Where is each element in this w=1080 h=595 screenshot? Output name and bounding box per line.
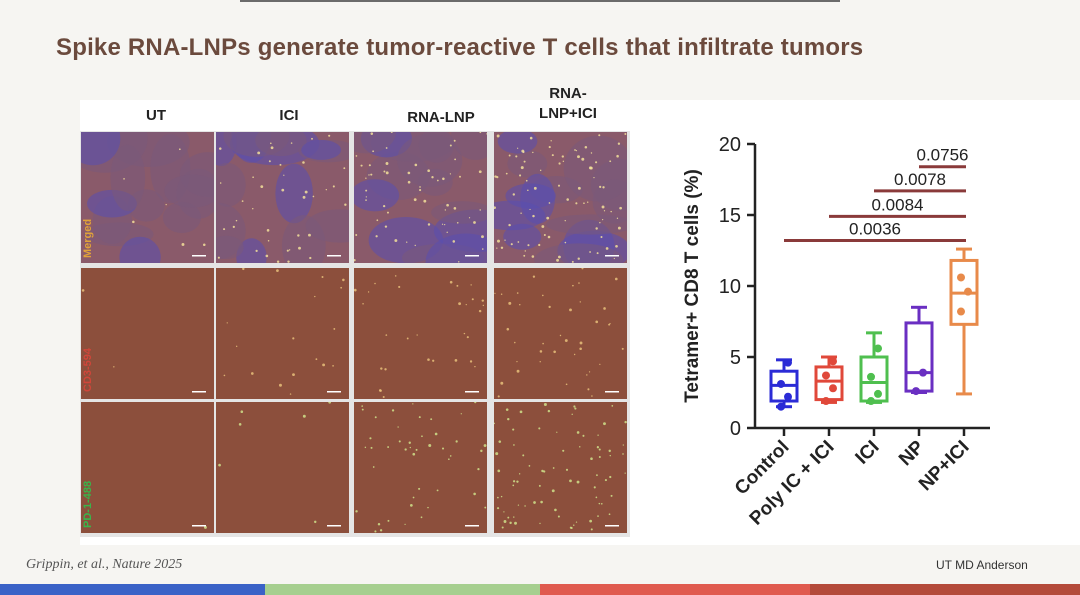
scale-bar [192, 255, 206, 257]
p-value-label: 0.0756 [917, 146, 969, 165]
y-tick-label: 5 [730, 347, 741, 369]
x-tick-label: ICI [852, 437, 884, 469]
data-point [964, 287, 972, 296]
data-point [822, 371, 830, 380]
y-tick-label: 0 [730, 418, 741, 440]
top-divider [240, 0, 840, 2]
data-point [912, 387, 920, 396]
scale-bar [327, 391, 341, 393]
scale-bar [605, 525, 619, 527]
microscopy-tile [494, 268, 627, 400]
microscopy-tile [81, 132, 214, 264]
bottom-bar-segment-red [540, 584, 810, 595]
data-point [957, 307, 965, 316]
y-axis-label: Tetramer+ CD8 T cells (%) [682, 169, 703, 403]
data-point [957, 273, 965, 282]
scale-bar [192, 391, 206, 393]
column-label-rna-lnp-ici: RNA- LNP+ICI [539, 85, 597, 122]
row-label-pd1: PD-1-488 [82, 480, 94, 528]
box [814, 365, 844, 402]
data-point [867, 397, 875, 406]
microscopy-tile [81, 402, 214, 534]
data-point [829, 384, 837, 393]
scale-bar [605, 255, 619, 257]
microscopy-tile [494, 132, 627, 264]
microscopy-tile [216, 402, 349, 534]
microscopy-tile [354, 268, 487, 400]
scale-bar [465, 525, 479, 527]
y-tick-label: 20 [719, 134, 741, 156]
data-point [822, 397, 830, 406]
data-point [829, 357, 837, 366]
column-label-ici: ICI [279, 107, 299, 124]
scale-bar [605, 391, 619, 393]
microscopy-tile [81, 268, 214, 400]
microscopy-tile [216, 132, 349, 264]
data-point [874, 344, 882, 353]
data-point [777, 379, 785, 388]
column-label-rna-lnp: RNA-LNP [407, 109, 475, 126]
bottom-bar-segment-dark [810, 584, 1080, 595]
bottom-color-bar [0, 584, 1080, 595]
x-tick-label: NP [895, 436, 929, 470]
slide-title: Spike RNA-LNPs generate tumor-reactive T… [56, 34, 864, 61]
p-value-label: 0.0078 [894, 170, 946, 189]
scale-bar [465, 255, 479, 257]
scale-bar [327, 525, 341, 527]
scale-bar [192, 525, 206, 527]
data-point [919, 368, 927, 377]
brand-label: UT MD Anderson [936, 558, 1028, 572]
p-value-label: 0.0084 [872, 195, 924, 214]
microscopy-tile [354, 132, 487, 264]
x-tick-label: NP+ICI [915, 437, 974, 496]
microscopy-tile [216, 268, 349, 400]
citation: Grippin, et al., Nature 2025 [26, 557, 183, 572]
microscopy-tile [494, 402, 627, 534]
data-point [777, 402, 785, 411]
data-point [784, 392, 792, 401]
data-point [867, 372, 875, 381]
bottom-bar-segment-green [265, 584, 540, 595]
scale-bar [327, 255, 341, 257]
y-tick-label: 10 [719, 276, 741, 298]
microscopy-tile [354, 402, 487, 534]
row-label-cd3: CD3-594 [82, 347, 94, 392]
data-point [874, 389, 882, 398]
data-point [784, 358, 792, 367]
y-tick-label: 15 [719, 205, 741, 227]
box-plot-chart: 0 5 10 15 20 Control Poly IC + ICI ICI NP NP+ICI T… [670, 120, 1040, 560]
column-label-ut: UT [146, 107, 166, 124]
box [904, 321, 934, 393]
scale-bar [465, 391, 479, 393]
bottom-bar-segment-blue [0, 584, 265, 595]
row-label-merged: Merged [82, 218, 94, 258]
p-value-label: 0.0036 [849, 220, 901, 239]
